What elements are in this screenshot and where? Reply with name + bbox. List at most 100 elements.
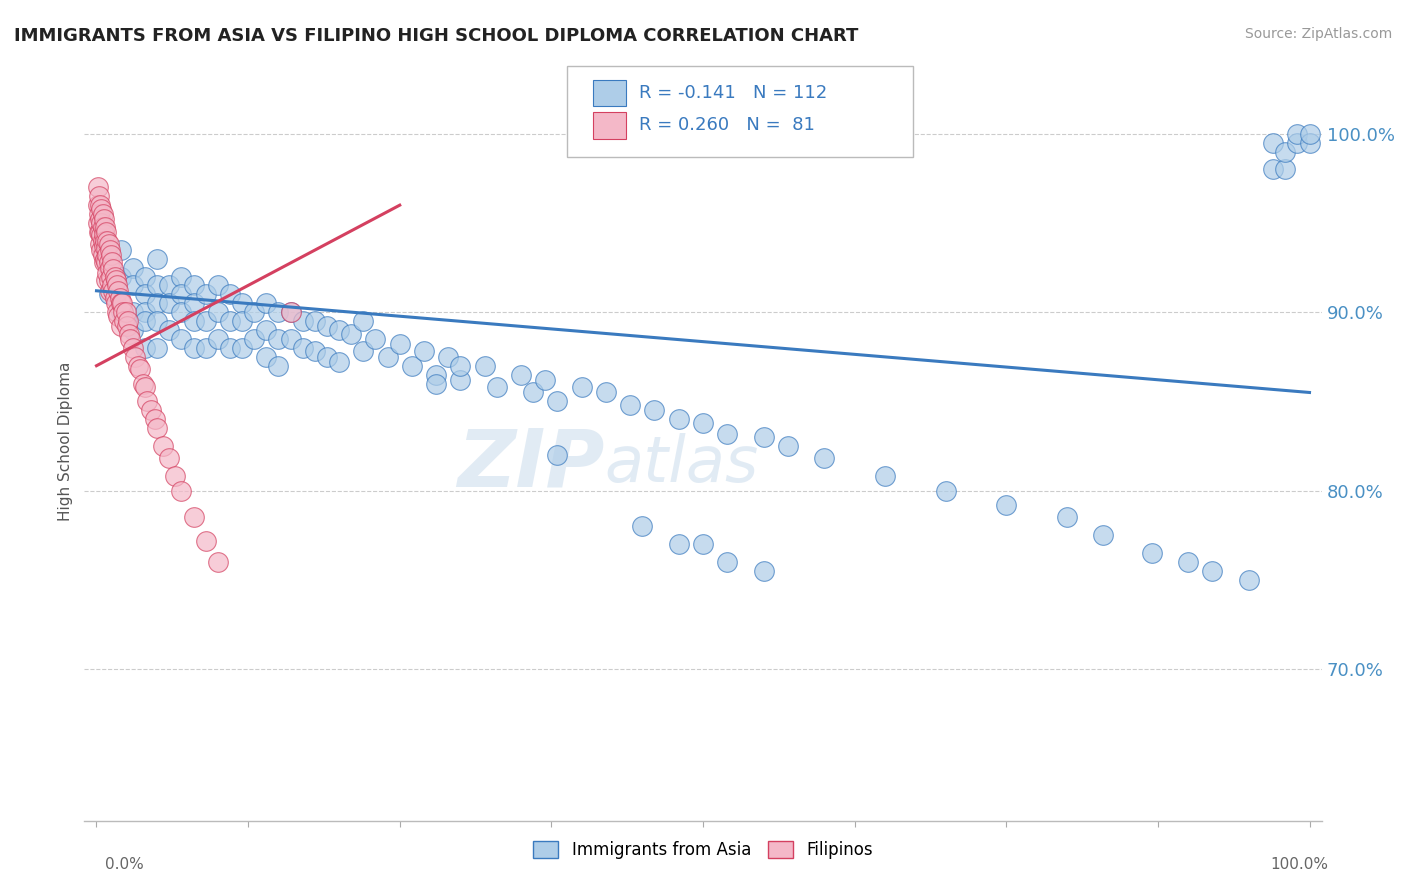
Point <box>90 228 112 243</box>
Point <box>534 373 557 387</box>
Point <box>124 350 146 364</box>
Point <box>136 394 159 409</box>
Point <box>388 337 411 351</box>
Point <box>89 212 111 227</box>
Point <box>90 202 112 216</box>
Point <box>316 350 339 364</box>
Point <box>340 326 363 341</box>
FancyBboxPatch shape <box>567 66 914 157</box>
Point <box>1177 555 1199 569</box>
Point <box>170 305 193 319</box>
FancyBboxPatch shape <box>593 80 626 106</box>
Point <box>101 255 124 269</box>
Point <box>94 252 117 266</box>
Point <box>364 332 387 346</box>
Point <box>93 212 115 227</box>
Point <box>110 319 132 334</box>
Point <box>207 278 229 293</box>
Text: R = 0.260   N =  81: R = 0.260 N = 81 <box>638 116 814 135</box>
Point <box>100 248 122 262</box>
Point <box>134 287 156 301</box>
Point <box>231 341 253 355</box>
Point <box>668 537 690 551</box>
Point <box>254 323 277 337</box>
Point <box>105 305 128 319</box>
Point <box>510 368 533 382</box>
Y-axis label: High School Diploma: High School Diploma <box>58 362 73 521</box>
FancyBboxPatch shape <box>593 112 626 139</box>
Point <box>1286 136 1309 150</box>
Point <box>100 269 122 284</box>
Legend: Immigrants from Asia, Filipinos: Immigrants from Asia, Filipinos <box>527 834 879 865</box>
Point <box>115 319 138 334</box>
Point <box>89 225 111 239</box>
Point <box>134 305 156 319</box>
Point <box>1298 136 1320 150</box>
Point <box>146 252 169 266</box>
Point <box>104 291 127 305</box>
Point <box>776 439 799 453</box>
Point <box>139 403 162 417</box>
Text: ZIP: ZIP <box>457 425 605 503</box>
Point <box>170 287 193 301</box>
Point <box>146 341 169 355</box>
Point <box>280 332 302 346</box>
Point <box>157 451 180 466</box>
Point <box>449 359 471 373</box>
Point <box>98 284 121 298</box>
Point <box>183 278 205 293</box>
Point <box>1286 127 1309 141</box>
Point <box>122 305 145 319</box>
Point <box>254 296 277 310</box>
Point <box>107 284 129 298</box>
Point <box>183 296 205 310</box>
Point <box>935 483 957 498</box>
Text: IMMIGRANTS FROM ASIA VS FILIPINO HIGH SCHOOL DIPLOMA CORRELATION CHART: IMMIGRANTS FROM ASIA VS FILIPINO HIGH SC… <box>14 27 859 45</box>
Point <box>122 260 145 275</box>
Point <box>96 234 118 248</box>
Point <box>304 344 326 359</box>
Point <box>170 269 193 284</box>
Point <box>413 344 436 359</box>
Point <box>207 555 229 569</box>
Point <box>110 296 132 310</box>
Point <box>97 273 120 287</box>
Point <box>122 278 145 293</box>
Point <box>643 403 665 417</box>
Point <box>194 314 217 328</box>
Point <box>571 380 593 394</box>
Text: Source: ZipAtlas.com: Source: ZipAtlas.com <box>1244 27 1392 41</box>
Point <box>619 398 641 412</box>
Point <box>267 332 290 346</box>
Point <box>1056 510 1078 524</box>
Point <box>112 314 135 328</box>
Point <box>146 278 169 293</box>
Point <box>194 287 217 301</box>
Point <box>105 278 128 293</box>
Point <box>131 376 153 391</box>
Point <box>291 341 314 355</box>
Point <box>87 225 110 239</box>
Point <box>692 537 714 551</box>
Point <box>207 305 229 319</box>
Point <box>352 344 374 359</box>
Point <box>104 273 127 287</box>
Point <box>716 426 738 441</box>
Point <box>98 243 121 257</box>
Point <box>107 309 129 323</box>
Point <box>90 243 112 257</box>
Point <box>401 359 423 373</box>
Point <box>183 510 205 524</box>
Point <box>98 260 121 275</box>
Text: R = -0.141   N = 112: R = -0.141 N = 112 <box>638 84 827 102</box>
Point <box>280 305 302 319</box>
Point <box>152 439 174 453</box>
Point <box>89 198 111 212</box>
Text: 0.0%: 0.0% <box>105 857 145 872</box>
Point <box>485 380 508 394</box>
Point <box>90 216 112 230</box>
Point <box>207 332 229 346</box>
Point <box>134 269 156 284</box>
Point <box>546 448 568 462</box>
Point <box>316 319 339 334</box>
